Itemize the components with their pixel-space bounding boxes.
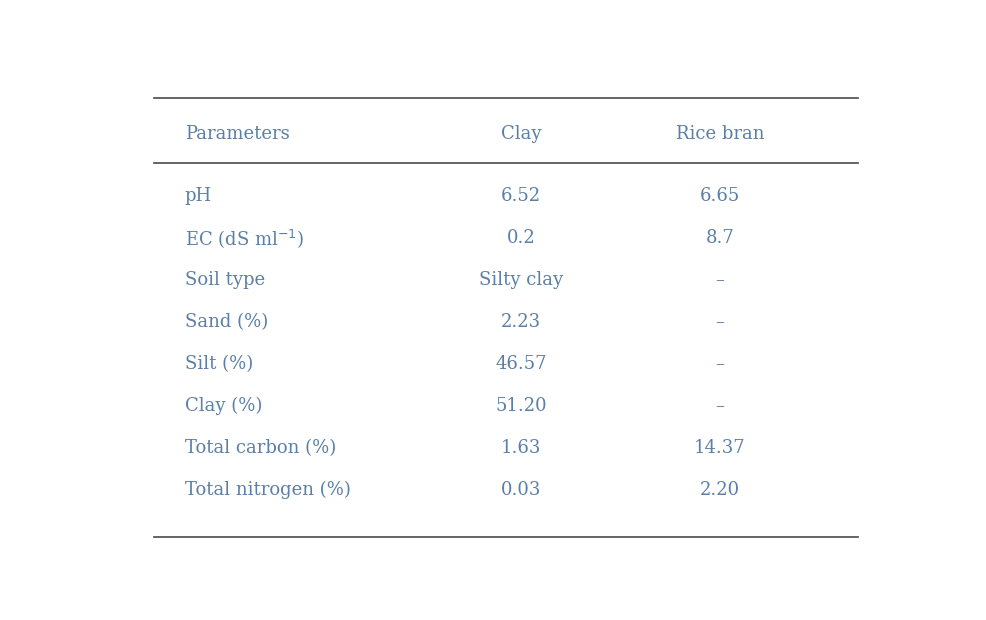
Text: Silty clay: Silty clay (478, 271, 563, 289)
Text: Total carbon (%): Total carbon (%) (184, 439, 335, 457)
Text: 51.20: 51.20 (495, 397, 546, 415)
Text: 14.37: 14.37 (693, 439, 745, 457)
Text: 46.57: 46.57 (495, 355, 546, 373)
Text: Rice bran: Rice bran (675, 125, 763, 143)
Text: 2.20: 2.20 (699, 481, 740, 499)
Text: –: – (715, 271, 724, 289)
Text: –: – (715, 313, 724, 331)
Text: 6.65: 6.65 (699, 187, 740, 205)
Text: Sand (%): Sand (%) (184, 313, 267, 331)
Text: EC (dS ml$^{-1}$): EC (dS ml$^{-1}$) (184, 227, 303, 250)
Text: 0.2: 0.2 (506, 229, 535, 247)
Text: 0.03: 0.03 (501, 481, 540, 499)
Text: 8.7: 8.7 (705, 229, 734, 247)
Text: Clay (%): Clay (%) (184, 397, 261, 415)
Text: Parameters: Parameters (184, 125, 289, 143)
Text: Soil type: Soil type (184, 271, 264, 289)
Text: 6.52: 6.52 (501, 187, 540, 205)
Text: Silt (%): Silt (%) (184, 355, 252, 373)
Text: –: – (715, 355, 724, 373)
Text: pH: pH (184, 187, 211, 205)
Text: Clay: Clay (500, 125, 541, 143)
Text: 2.23: 2.23 (501, 313, 540, 331)
Text: 1.63: 1.63 (501, 439, 540, 457)
Text: –: – (715, 397, 724, 415)
Text: Total nitrogen (%): Total nitrogen (%) (184, 481, 350, 499)
